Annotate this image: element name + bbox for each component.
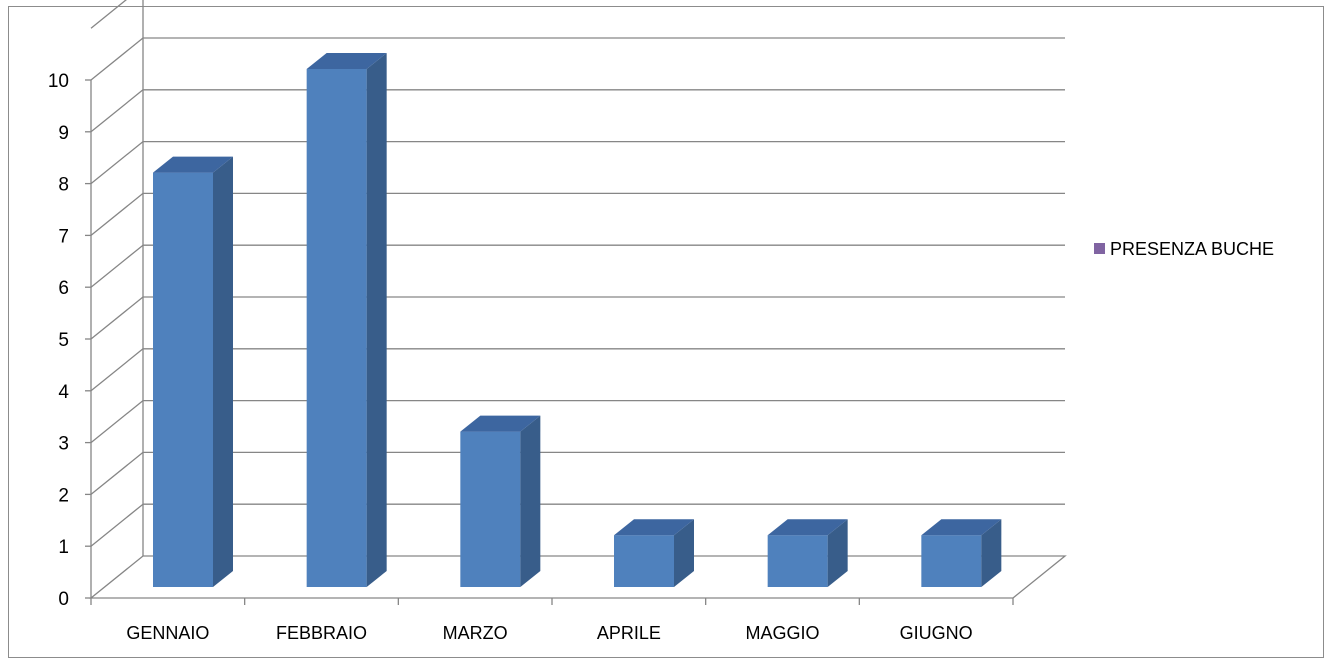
bar-front (921, 535, 982, 587)
x-tick-label: GENNAIO (126, 623, 209, 643)
legend-marker-presenza-buche (1094, 243, 1105, 254)
bar-top (921, 519, 1002, 536)
x-tick-label: GIUGNO (900, 623, 973, 643)
floor-outline (89, 555, 1067, 599)
gridline-diagonal (90, 451, 144, 495)
bar-front (153, 172, 213, 587)
bar-front (460, 431, 521, 587)
axes (85, 79, 1067, 605)
gridline-diagonal (90, 400, 144, 444)
bar-top (306, 53, 387, 69)
y-tick-label: 8 (58, 175, 69, 196)
gridline-diagonal (90, 37, 144, 81)
y-tick-label: 10 (48, 71, 69, 92)
bar-side (981, 519, 1002, 587)
bar-marzo (460, 415, 541, 587)
bar-side (213, 156, 233, 587)
legend: PRESENZA BUCHE (1094, 239, 1274, 259)
y-tick-label: 3 (58, 434, 69, 455)
gridline-diagonal (90, 296, 144, 340)
bar-gennaio (153, 156, 233, 587)
bar-top (153, 156, 233, 173)
bar-top (460, 415, 541, 432)
bar-front (306, 69, 367, 587)
y-tick-label: 0 (58, 589, 69, 610)
x-axis-category-labels: GENNAIO FEBBRAIO MARZO APRILE MAGGIO GIUGNO (126, 623, 972, 643)
gridline-diagonal (90, 89, 144, 133)
grid-lines (90, 0, 1065, 556)
gridline-diagonal (90, 244, 144, 288)
bar-side (520, 415, 541, 587)
gridline-diagonal (90, 141, 144, 185)
bars (153, 53, 1002, 587)
bar-febbraio (306, 53, 387, 587)
y-tick-label: 1 (58, 537, 69, 558)
gridline-diagonal (90, 0, 127, 29)
bar-maggio (767, 519, 848, 587)
x-tick-label: APRILE (597, 623, 661, 643)
y-tick-label: 2 (58, 485, 69, 506)
bar-side (366, 53, 387, 587)
gridline-diagonal (90, 348, 144, 392)
x-tick-label: MAGGIO (745, 623, 819, 643)
bar-giugno (921, 519, 1002, 587)
bar-side (827, 519, 848, 587)
y-tick-label: 6 (58, 278, 69, 299)
bar-front (767, 535, 828, 587)
gridline-diagonal (90, 503, 144, 547)
legend-label: PRESENZA BUCHE (1110, 239, 1274, 259)
bar-top (614, 519, 694, 536)
bar-top (767, 519, 848, 536)
bar-side (674, 519, 694, 587)
bar-front (614, 535, 674, 587)
x-tick-label: FEBBRAIO (276, 623, 367, 643)
gridline-diagonal (90, 192, 144, 236)
y-tick-label: 4 (58, 382, 69, 403)
y-tick-label: 5 (58, 330, 69, 351)
bar-aprile (614, 519, 694, 587)
y-axis-tick-labels: 0 1 2 3 4 5 6 7 8 9 10 (48, 71, 70, 610)
y-tick-label: 7 (58, 226, 69, 247)
y-tick-label: 9 (58, 123, 69, 144)
x-tick-label: MARZO (443, 623, 508, 643)
